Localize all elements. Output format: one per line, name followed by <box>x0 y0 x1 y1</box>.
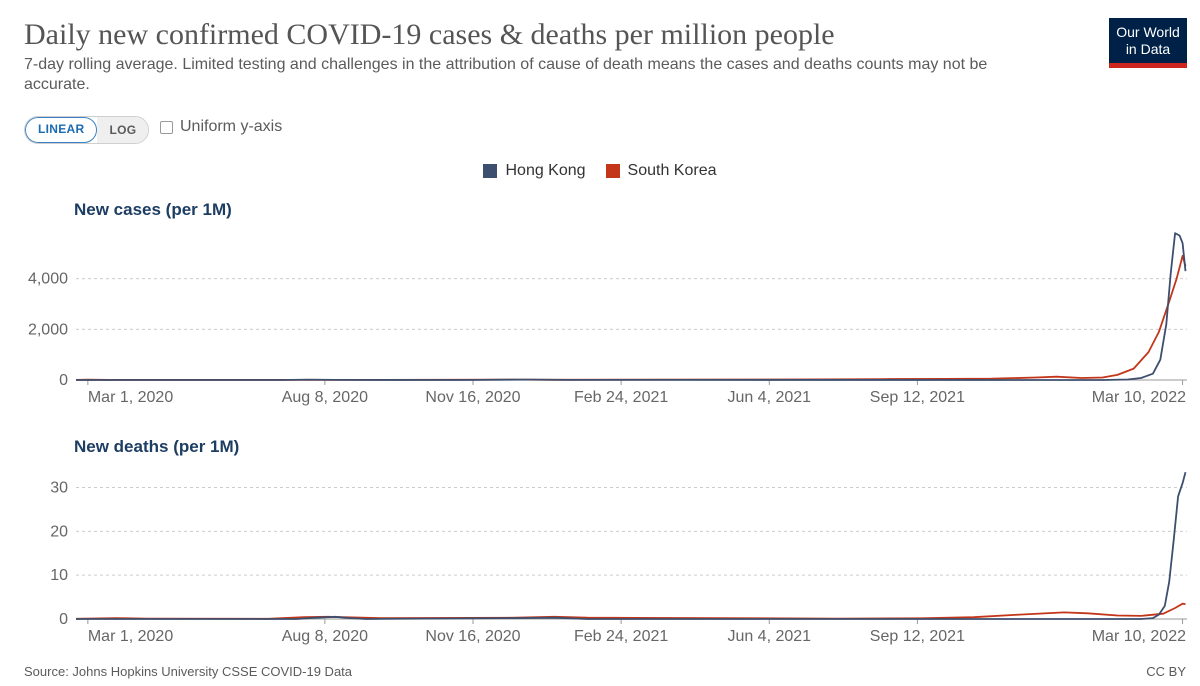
owid-logo[interactable]: Our World in Data <box>1109 18 1187 68</box>
legend-swatch-south-korea <box>605 164 620 178</box>
scale-toggle: LINEAR LOG <box>24 116 150 144</box>
cases-x-tick-label: Nov 16, 2020 <box>425 389 520 406</box>
deaths-x-tick-label: Sep 12, 2021 <box>870 628 965 645</box>
deaths-x-tick-label: Mar 1, 2020 <box>88 628 173 645</box>
cases-x-tick-label: Jun 4, 2021 <box>727 389 811 406</box>
chart-subtitle: 7-day rolling average. Limited testing a… <box>24 56 988 93</box>
deaths-x-tick-label: Aug 8, 2020 <box>282 628 368 645</box>
chart-title: Daily new confirmed COVID-19 cases & dea… <box>24 18 835 51</box>
cases-y-tick-label: 0 <box>59 372 68 389</box>
deaths-panel-title: New deaths (per 1M) <box>74 437 240 456</box>
log-scale-button[interactable]: LOG <box>97 117 149 143</box>
cases-series-south-korea <box>75 255 1187 381</box>
uniform-y-axis-toggle[interactable]: Uniform y-axis <box>160 118 282 136</box>
deaths-y-tick-label: 0 <box>59 611 68 628</box>
legend-item-hong-kong[interactable]: Hong Kong <box>483 162 586 180</box>
deaths-x-tick-label: Feb 24, 2021 <box>574 628 668 645</box>
cases-x-tick-label: Aug 8, 2020 <box>282 389 368 406</box>
cases-panel-title: New cases (per 1M) <box>74 200 232 219</box>
logo-accent-bar <box>1109 63 1187 68</box>
legend-swatch-hong-kong <box>483 164 498 178</box>
uniform-y-axis-label: Uniform y-axis <box>180 118 283 135</box>
uniform-y-axis-checkbox[interactable] <box>160 120 173 134</box>
deaths-x-tick-label: Jun 4, 2021 <box>727 628 811 645</box>
deaths-x-tick-label: Mar 10, 2022 <box>1092 628 1186 645</box>
deaths-x-tick-label: Nov 16, 2020 <box>425 628 520 645</box>
deaths-y-tick-label: 30 <box>50 480 68 497</box>
logo-line-2: in Data <box>1125 41 1171 57</box>
cases-series-hong-kong <box>76 232 1187 381</box>
source-note: Source: Johns Hopkins University CSSE CO… <box>24 664 353 679</box>
legend-label-south-korea: South Korea <box>627 162 717 179</box>
cases-x-tick-label: Mar 1, 2020 <box>88 389 173 406</box>
deaths-y-tick-label: 20 <box>50 523 68 540</box>
cases-y-tick-label: 4,000 <box>28 271 68 288</box>
linear-scale-button[interactable]: LINEAR <box>25 117 98 143</box>
cases-x-tick-label: Sep 12, 2021 <box>870 389 965 406</box>
legend: Hong Kong South Korea <box>0 162 1200 180</box>
deaths-y-tick-label: 10 <box>50 567 68 584</box>
cases-x-tick-label: Mar 10, 2022 <box>1092 389 1186 406</box>
legend-label-hong-kong: Hong Kong <box>505 162 586 179</box>
legend-item-south-korea[interactable]: South Korea <box>605 162 717 180</box>
logo-line-1: Our World <box>1116 24 1180 40</box>
license-note[interactable]: CC BY <box>1146 664 1186 679</box>
deaths-series-south-korea <box>75 602 1186 620</box>
cases-y-tick-label: 2,000 <box>28 321 68 338</box>
cases-x-tick-label: Feb 24, 2021 <box>574 389 668 406</box>
deaths-series-hong-kong <box>76 471 1187 620</box>
